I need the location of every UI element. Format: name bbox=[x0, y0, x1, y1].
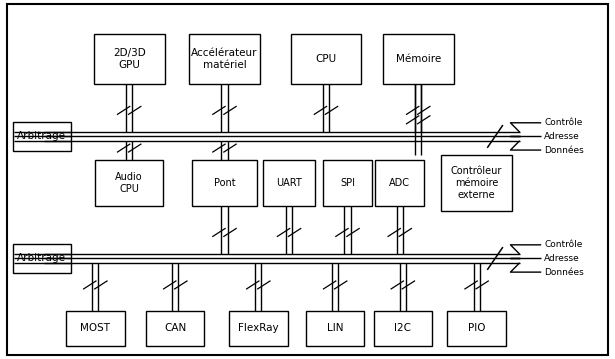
Text: Adresse: Adresse bbox=[544, 254, 580, 263]
Bar bbox=[442, 155, 512, 211]
Text: Arbitrage: Arbitrage bbox=[17, 253, 66, 264]
Text: PIO: PIO bbox=[468, 323, 485, 334]
Text: LIN: LIN bbox=[327, 323, 343, 334]
Text: Contrôleur
mémoire
externe: Contrôleur mémoire externe bbox=[451, 167, 502, 200]
Text: Accélérateur
matériel: Accélérateur matériel bbox=[191, 48, 258, 70]
Text: Adresse: Adresse bbox=[544, 132, 580, 141]
Text: CPU: CPU bbox=[315, 54, 336, 64]
Bar bbox=[192, 160, 257, 206]
Text: Mémoire: Mémoire bbox=[395, 54, 441, 64]
Bar bbox=[229, 312, 288, 345]
Text: Audio
CPU: Audio CPU bbox=[116, 172, 143, 194]
Text: Arbitrage: Arbitrage bbox=[17, 131, 66, 141]
Text: Contrôle: Contrôle bbox=[544, 118, 582, 127]
Bar bbox=[13, 122, 71, 151]
Text: 2D/3D
GPU: 2D/3D GPU bbox=[113, 48, 146, 70]
Bar bbox=[375, 160, 424, 206]
Bar bbox=[323, 160, 372, 206]
Text: Données: Données bbox=[544, 267, 584, 277]
Bar bbox=[306, 312, 364, 345]
Text: SPI: SPI bbox=[340, 178, 355, 188]
Text: Données: Données bbox=[544, 145, 584, 155]
Bar bbox=[93, 34, 164, 84]
Bar bbox=[189, 34, 260, 84]
Bar bbox=[291, 34, 362, 84]
Text: ADC: ADC bbox=[389, 178, 410, 188]
Bar bbox=[13, 244, 71, 273]
Text: Pont: Pont bbox=[213, 178, 236, 188]
Bar bbox=[383, 34, 454, 84]
Bar bbox=[263, 160, 315, 206]
Bar bbox=[146, 312, 204, 345]
Text: MOST: MOST bbox=[81, 323, 110, 334]
Text: FlexRay: FlexRay bbox=[238, 323, 279, 334]
Text: UART: UART bbox=[276, 178, 302, 188]
Text: CAN: CAN bbox=[164, 323, 186, 334]
Text: I2C: I2C bbox=[394, 323, 411, 334]
Text: Contrôle: Contrôle bbox=[544, 240, 582, 250]
Bar bbox=[374, 312, 432, 345]
Bar bbox=[95, 160, 163, 206]
Bar bbox=[448, 312, 506, 345]
Bar bbox=[66, 312, 124, 345]
